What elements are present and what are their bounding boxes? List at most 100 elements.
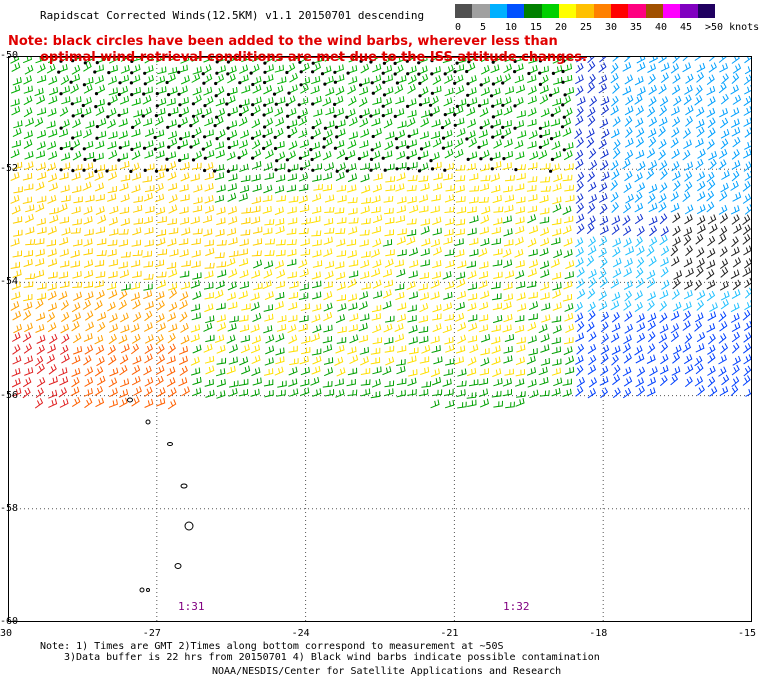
wind-barb — [647, 193, 656, 204]
wind-barb — [167, 343, 176, 355]
wind-barb — [251, 270, 261, 279]
wind-barb — [587, 236, 597, 247]
wind-barb — [348, 259, 359, 267]
wind-barb — [612, 82, 620, 94]
wind-barb — [648, 216, 658, 226]
wind-barb — [706, 323, 716, 333]
wind-barb — [624, 105, 634, 116]
wind-barb — [228, 129, 238, 140]
contamination-circle — [191, 134, 195, 139]
wind-barb — [419, 73, 429, 84]
map-grid — [8, 56, 752, 622]
wind-barb — [335, 74, 345, 83]
wind-barb — [540, 292, 550, 300]
wind-barb — [322, 97, 332, 107]
wind-barb — [505, 401, 515, 409]
wind-barb — [190, 303, 201, 312]
wind-barb — [562, 225, 572, 235]
contamination-circle — [131, 125, 135, 129]
wind-barb — [610, 72, 619, 84]
wind-barb — [659, 234, 668, 246]
wind-barb — [107, 75, 117, 85]
contamination-circle — [560, 125, 565, 129]
contamination-circle — [177, 92, 181, 96]
wind-barb — [167, 312, 177, 322]
wind-barb — [264, 97, 274, 106]
contamination-circle — [251, 103, 255, 107]
contamination-circle — [502, 157, 506, 161]
wind-barb — [612, 268, 622, 279]
wind-barb — [298, 172, 308, 182]
wind-barb — [120, 378, 130, 388]
wind-barb — [430, 131, 441, 140]
wind-barb — [359, 313, 370, 322]
wind-barb — [214, 289, 224, 299]
wind-barb — [229, 315, 239, 323]
wind-barb — [396, 345, 407, 353]
wind-barb — [263, 379, 274, 387]
wind-barb — [600, 387, 609, 399]
wind-barb — [95, 226, 106, 234]
wind-barb — [719, 213, 729, 224]
contamination-circle — [406, 72, 410, 76]
wind-barb — [730, 302, 740, 313]
wind-barb — [430, 279, 440, 289]
wind-barb — [598, 74, 608, 85]
wind-barb — [145, 205, 155, 214]
wind-barb — [264, 238, 275, 245]
wind-barb — [239, 163, 249, 172]
wind-barb — [155, 334, 164, 345]
contamination-circle — [562, 148, 566, 152]
wind-barb — [12, 127, 22, 138]
wind-barb — [694, 312, 704, 323]
wind-barb — [35, 181, 45, 191]
contamination-circle — [298, 156, 302, 160]
wind-barb — [553, 65, 563, 74]
wind-barb — [288, 378, 298, 387]
wind-barb — [623, 376, 633, 387]
wind-barb — [576, 202, 585, 214]
wind-barb — [360, 173, 370, 183]
wind-barb — [635, 277, 645, 289]
wind-barb — [22, 332, 32, 343]
contamination-circle — [93, 158, 97, 162]
wind-barb — [107, 193, 117, 202]
wind-barb — [144, 310, 153, 322]
wind-barb — [180, 281, 191, 290]
wind-barb — [491, 345, 501, 354]
wind-barb — [383, 323, 393, 333]
wind-barb — [131, 74, 141, 84]
wind-barb — [12, 355, 22, 365]
wind-barb — [130, 323, 140, 333]
wind-barb — [72, 164, 83, 172]
wind-barb — [37, 226, 47, 235]
wind-barb — [732, 257, 742, 268]
wind-barb — [658, 333, 668, 344]
wind-barb — [406, 280, 416, 291]
wind-barb — [503, 282, 513, 291]
contamination-circle — [320, 72, 325, 76]
wind-barb — [23, 130, 33, 140]
wind-barb — [430, 368, 440, 378]
wind-barb — [550, 258, 560, 268]
wind-barb — [625, 95, 634, 106]
wind-barb — [648, 256, 657, 267]
wind-barb — [587, 56, 595, 64]
contamination-circle — [489, 94, 494, 98]
wind-barb — [648, 73, 656, 85]
wind-barb — [455, 175, 466, 182]
wind-barb — [444, 74, 453, 84]
wind-barb — [35, 258, 45, 267]
wind-barb — [612, 387, 621, 399]
wind-barb — [371, 313, 381, 321]
wind-barb — [696, 290, 706, 301]
wind-barb — [348, 217, 359, 224]
wind-barb — [37, 171, 47, 181]
wind-barb — [480, 118, 490, 129]
wind-barb — [444, 313, 454, 322]
wind-barb — [563, 346, 573, 356]
wind-barb — [84, 291, 94, 301]
wind-barb — [479, 398, 489, 408]
wind-barb — [732, 94, 742, 105]
contamination-circle — [167, 113, 171, 117]
